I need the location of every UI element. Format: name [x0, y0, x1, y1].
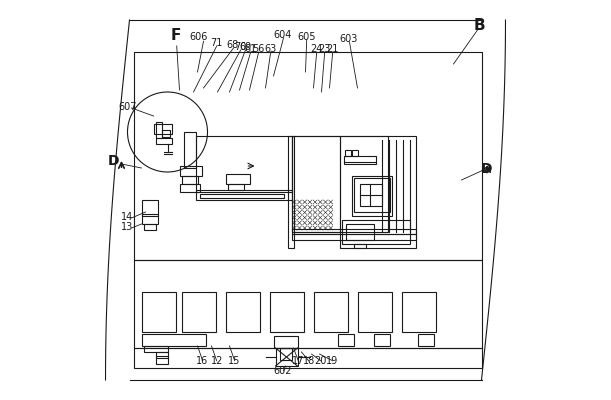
Text: 602: 602	[274, 366, 292, 376]
Bar	[340, 136, 415, 248]
Bar	[156, 122, 161, 138]
Bar	[359, 184, 381, 206]
Bar	[225, 292, 260, 332]
Bar	[352, 150, 358, 156]
Bar	[276, 348, 298, 366]
Bar	[180, 166, 202, 176]
Bar	[345, 150, 351, 156]
Bar	[142, 292, 175, 332]
Bar	[133, 52, 481, 260]
Text: 20: 20	[315, 356, 327, 366]
Text: 70: 70	[234, 42, 246, 52]
Text: 607: 607	[119, 102, 137, 112]
Bar	[269, 292, 304, 332]
Text: B: B	[474, 18, 485, 34]
Text: 17: 17	[292, 356, 304, 366]
Bar	[227, 184, 244, 190]
Bar	[156, 352, 167, 358]
Text: 61: 61	[244, 44, 257, 54]
Text: 603: 603	[340, 34, 358, 44]
Text: 15: 15	[228, 356, 241, 366]
Text: 14: 14	[122, 212, 134, 222]
Text: 56: 56	[252, 44, 265, 54]
Text: 19: 19	[326, 356, 338, 366]
Bar	[181, 292, 216, 332]
Bar	[144, 224, 156, 230]
Bar	[292, 229, 416, 234]
Text: 63: 63	[264, 44, 276, 54]
Bar	[343, 156, 376, 164]
Bar	[142, 334, 205, 346]
Bar	[401, 292, 436, 332]
Text: 604: 604	[274, 30, 292, 40]
Bar	[183, 132, 196, 168]
Bar	[292, 234, 416, 240]
Bar	[144, 346, 167, 352]
Text: 12: 12	[211, 356, 223, 366]
Bar	[291, 136, 340, 232]
Bar	[196, 136, 291, 192]
Bar	[133, 348, 481, 368]
Text: 68: 68	[227, 40, 239, 50]
Bar	[200, 194, 284, 198]
Bar	[373, 334, 389, 346]
Bar	[351, 176, 392, 216]
Bar	[417, 334, 433, 346]
Bar	[133, 260, 481, 348]
Text: 23: 23	[318, 44, 331, 54]
Text: 605: 605	[297, 32, 315, 42]
Text: F: F	[170, 28, 181, 44]
Bar	[142, 200, 158, 216]
Bar	[181, 176, 197, 184]
Text: 18: 18	[302, 356, 315, 366]
Text: 16: 16	[196, 356, 208, 366]
Bar	[288, 136, 293, 248]
Bar	[196, 190, 291, 200]
Text: 13: 13	[122, 222, 134, 232]
Bar	[153, 124, 172, 134]
Bar	[345, 224, 373, 240]
Bar	[279, 348, 291, 360]
Bar	[291, 136, 387, 232]
Text: 69: 69	[240, 42, 252, 52]
Bar	[274, 336, 298, 348]
Text: D: D	[108, 154, 119, 168]
Bar	[337, 334, 354, 346]
Text: D: D	[480, 162, 492, 176]
Bar	[354, 244, 365, 248]
Bar	[357, 292, 392, 332]
Bar	[225, 174, 249, 184]
Bar	[354, 178, 389, 212]
Bar	[156, 138, 172, 144]
Bar	[142, 214, 158, 224]
Bar	[342, 220, 409, 244]
Bar	[156, 356, 167, 364]
Bar	[180, 184, 200, 192]
Bar	[313, 292, 348, 332]
Text: 606: 606	[189, 32, 208, 42]
Text: 71: 71	[211, 38, 223, 48]
Bar	[161, 130, 169, 137]
Text: 21: 21	[326, 44, 338, 54]
Text: 24: 24	[310, 44, 323, 54]
